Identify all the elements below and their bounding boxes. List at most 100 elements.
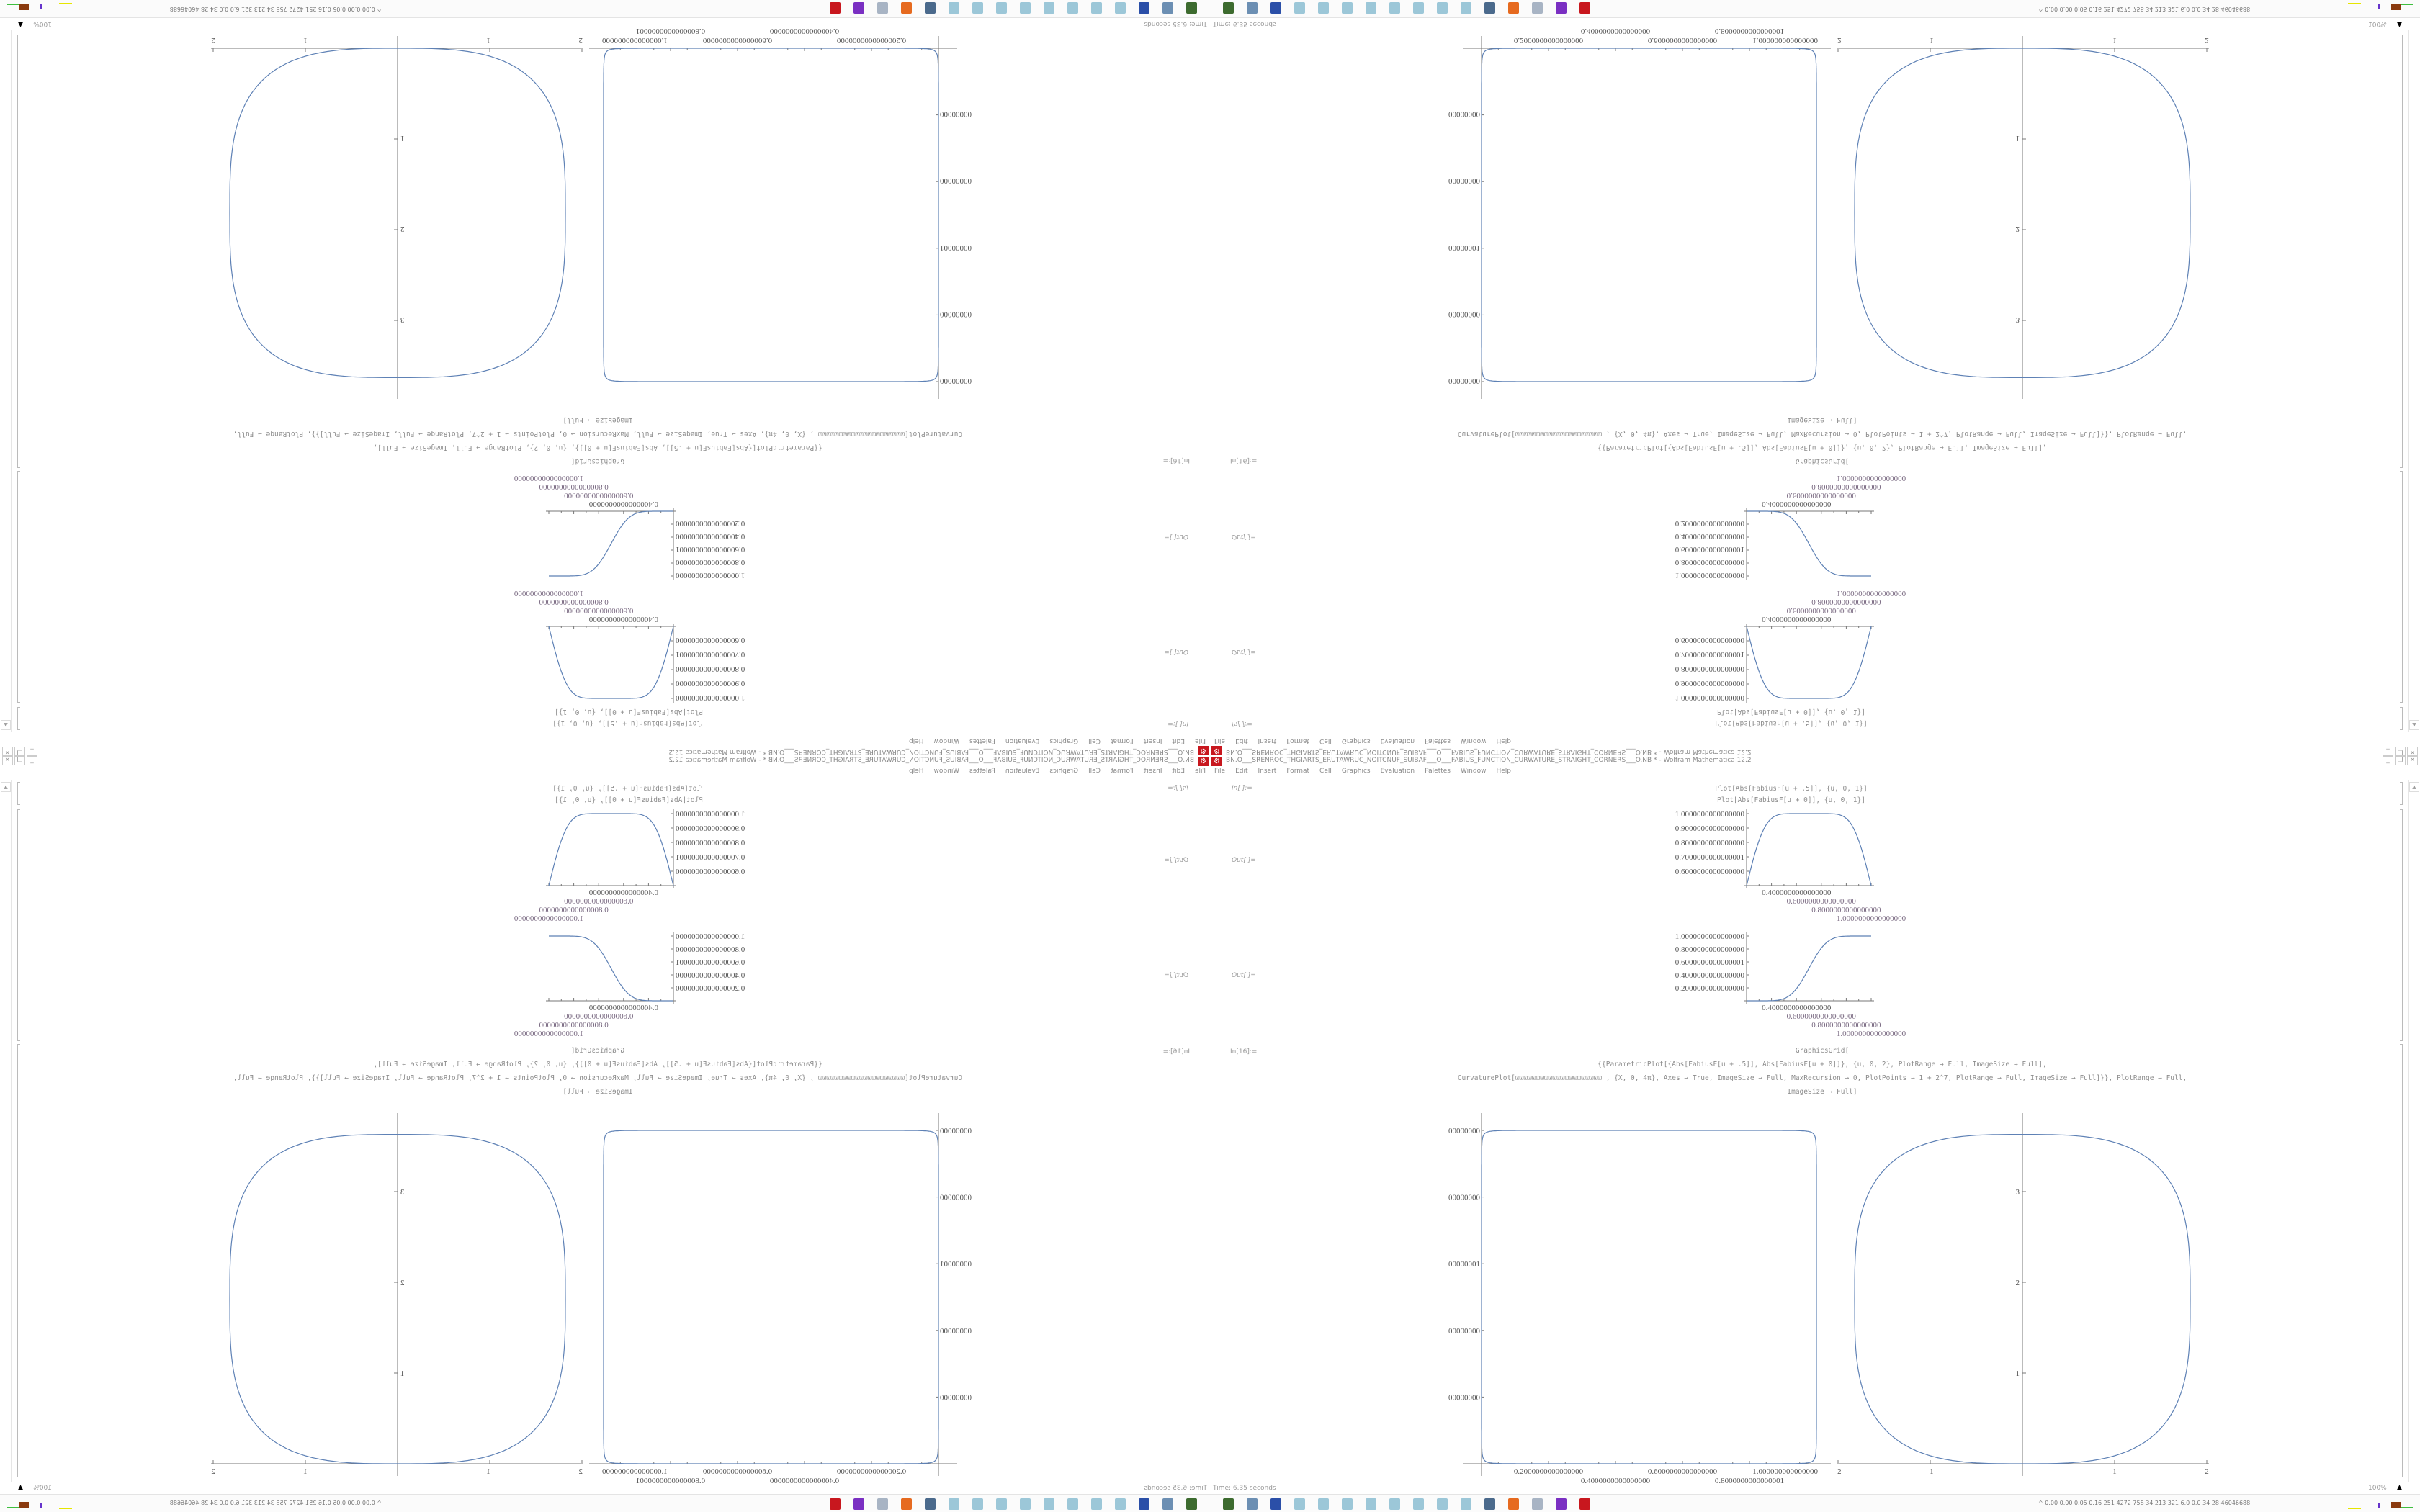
floppy-64-icon[interactable] (1139, 2, 1150, 14)
notepad-icon[interactable] (1067, 2, 1078, 14)
floppy-64-icon[interactable] (1270, 1498, 1281, 1510)
notepad-icon[interactable] (1115, 2, 1126, 14)
notepad-icon[interactable] (949, 1498, 959, 1510)
cell-bracket[interactable] (17, 1044, 20, 1477)
purple-app-icon[interactable] (1556, 1498, 1567, 1510)
scroll-up-icon[interactable]: ▲ (2409, 720, 2419, 730)
code-line[interactable]: {{ParametricPlot[{Abs[FabiusF[u + .5]], … (1597, 1061, 2047, 1068)
menu-format[interactable]: Format (1286, 768, 1310, 775)
close-button[interactable]: ✕ (2407, 756, 2418, 765)
terminal-icon[interactable] (1186, 2, 1197, 14)
menu-palettes[interactable]: Palettes (1425, 768, 1451, 775)
cell-bracket[interactable] (17, 809, 20, 1041)
vertical-scrollbar[interactable] (0, 30, 12, 732)
terminal-icon[interactable] (1223, 2, 1234, 14)
menu-insert[interactable]: Insert (1258, 768, 1277, 775)
monitor-icon[interactable] (1247, 2, 1258, 14)
zoom-menu-icon[interactable]: ▲ (2397, 21, 2402, 28)
scroll-notepad-icon[interactable] (1532, 2, 1543, 14)
restore-button[interactable]: ❐ (2395, 756, 2406, 765)
cell-bracket[interactable] (2400, 35, 2403, 468)
code-line[interactable]: CurvaturePlot[⊡⊡⊡⊡⊡⊡⊡⊡⊡⊡⊡⊡⊡⊡⊡⊡⊡⊡⊡⊡⊡ , {X… (1457, 1074, 2187, 1082)
purple-app-icon[interactable] (853, 2, 864, 14)
menu-graphics[interactable]: Graphics (1341, 768, 1371, 775)
purple-app-icon[interactable] (1556, 2, 1567, 14)
firefox-icon[interactable] (901, 2, 912, 14)
notepad-icon[interactable] (1044, 1498, 1054, 1510)
vertical-scrollbar[interactable] (2408, 780, 2420, 1482)
notepad-icon[interactable] (1067, 1498, 1078, 1510)
mathematica-icon[interactable] (1579, 1498, 1590, 1510)
network-monitor-icon[interactable] (925, 2, 936, 14)
cell-bracket[interactable] (17, 35, 20, 468)
terminal-icon[interactable] (1186, 1498, 1197, 1510)
scroll-up-icon[interactable]: ▲ (1, 720, 11, 730)
cell-bracket[interactable] (2400, 782, 2403, 805)
notepad-icon[interactable] (972, 1498, 983, 1510)
notepad-icon[interactable] (1091, 1498, 1102, 1510)
cell-bracket[interactable] (2400, 809, 2403, 1041)
notepad-icon[interactable] (1342, 2, 1353, 14)
notepad-icon[interactable] (1389, 1498, 1400, 1510)
terminal-icon[interactable] (1223, 1498, 1234, 1510)
code-line[interactable]: GraphicsGrid[ (1795, 1047, 1850, 1055)
vertical-scrollbar[interactable] (0, 780, 12, 1482)
monitor-icon[interactable] (1162, 1498, 1173, 1510)
notepad-icon[interactable] (1437, 2, 1448, 14)
mathematica-icon[interactable] (830, 1498, 841, 1510)
zoom-menu-icon[interactable]: ▲ (18, 21, 23, 28)
network-monitor-icon[interactable] (1484, 1498, 1495, 1510)
scroll-up-icon[interactable]: ▲ (1, 782, 11, 792)
zoom-menu-icon[interactable]: ▲ (18, 1484, 23, 1491)
firefox-icon[interactable] (1508, 2, 1519, 14)
monitor-icon[interactable] (1162, 2, 1173, 14)
notepad-icon[interactable] (1437, 1498, 1448, 1510)
notepad-icon[interactable] (1342, 1498, 1353, 1510)
firefox-icon[interactable] (901, 1498, 912, 1510)
floppy-64-icon[interactable] (1139, 1498, 1150, 1510)
notepad-icon[interactable] (1044, 2, 1054, 14)
floppy-64-icon[interactable] (1270, 2, 1281, 14)
menu-help[interactable]: Help (1496, 768, 1512, 775)
purple-app-icon[interactable] (853, 1498, 864, 1510)
scroll-notepad-icon[interactable] (877, 1498, 888, 1510)
notepad-icon[interactable] (1389, 2, 1400, 14)
notepad-icon[interactable] (949, 2, 959, 14)
cell-bracket[interactable] (17, 707, 20, 730)
notepad-icon[interactable] (1413, 1498, 1424, 1510)
menu-file[interactable]: File (1214, 768, 1226, 775)
monitor-icon[interactable] (1247, 1498, 1258, 1510)
menu-evaluation[interactable]: Evaluation (1380, 768, 1415, 775)
menu-cell[interactable]: Cell (1319, 768, 1332, 775)
notepad-icon[interactable] (1115, 1498, 1126, 1510)
zoom-menu-icon[interactable]: ▲ (2397, 1484, 2402, 1491)
zoom-level[interactable]: 100% (33, 20, 52, 27)
scroll-notepad-icon[interactable] (877, 2, 888, 14)
cell-bracket[interactable] (2400, 1044, 2403, 1477)
notepad-icon[interactable] (1020, 1498, 1031, 1510)
cell-bracket[interactable] (2400, 707, 2403, 730)
cell-bracket[interactable] (2400, 471, 2403, 703)
scroll-up-icon[interactable]: ▲ (2409, 782, 2419, 792)
network-monitor-icon[interactable] (925, 1498, 936, 1510)
code-line[interactable]: Plot[Abs[FabiusF[u + .5]], {u, 0, 1}] (1715, 785, 1868, 793)
cell-bracket[interactable] (17, 471, 20, 703)
mathematica-icon[interactable] (830, 2, 841, 14)
notepad-icon[interactable] (972, 2, 983, 14)
notepad-icon[interactable] (1091, 2, 1102, 14)
notepad-icon[interactable] (1318, 2, 1329, 14)
mathematica-icon[interactable] (1579, 2, 1590, 14)
notepad-icon[interactable] (1366, 1498, 1376, 1510)
cell-bracket[interactable] (17, 782, 20, 805)
notepad-icon[interactable] (1366, 2, 1376, 14)
zoom-level[interactable]: 100% (33, 1485, 52, 1492)
notepad-icon[interactable] (1294, 1498, 1305, 1510)
code-line[interactable]: Plot[Abs[FabiusF[u + 0]], {u, 0, 1}] (1717, 796, 1865, 804)
vertical-scrollbar[interactable] (2408, 30, 2420, 732)
network-monitor-icon[interactable] (1484, 2, 1495, 14)
notepad-icon[interactable] (996, 2, 1007, 14)
notepad-icon[interactable] (1318, 1498, 1329, 1510)
zoom-level[interactable]: 100% (2368, 20, 2387, 27)
minimize-button[interactable]: _ (2383, 756, 2393, 765)
notepad-icon[interactable] (996, 1498, 1007, 1510)
